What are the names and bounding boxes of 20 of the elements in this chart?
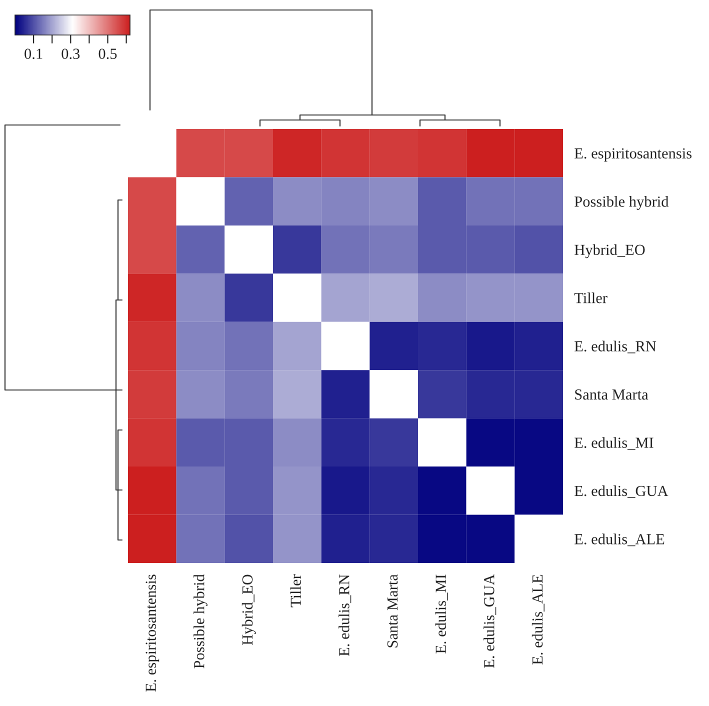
y-tick-label: Possible hybrid bbox=[574, 196, 669, 210]
y-tick-label: Hybrid_EO bbox=[574, 244, 645, 258]
x-tick-label: E. edulis_MI bbox=[435, 574, 448, 654]
x-tick-label: E. espiritosantensis bbox=[146, 574, 160, 692]
y-tick-label: E. edulis_GUA bbox=[574, 485, 668, 498]
y-tick-label: E. edulis_RN bbox=[574, 340, 656, 354]
x-tick-label: Santa Marta bbox=[387, 574, 398, 648]
y-tick-label: Tiller bbox=[574, 292, 608, 304]
y-tick-label: E. edulis_MI bbox=[574, 437, 654, 450]
y-tick-label: E. edulis_ALE bbox=[574, 534, 664, 546]
x-tick-label: Possible hybrid bbox=[194, 574, 208, 668]
x-tick-label: E. edulis_GUA bbox=[484, 574, 496, 668]
color-bar-label: 0.1 bbox=[24, 48, 42, 60]
color-bar-label: 0.5 bbox=[98, 48, 117, 60]
color-bar-label: 0.3 bbox=[62, 48, 80, 60]
x-tick-label: Hybrid_EO bbox=[242, 574, 256, 645]
x-tick-label: Tiller bbox=[290, 574, 301, 608]
x-tick-label: E. edulis_RN bbox=[338, 574, 352, 656]
y-tick-label: Santa Marta bbox=[575, 389, 648, 400]
y-tick-label: E. espiritosantensis bbox=[574, 148, 692, 162]
